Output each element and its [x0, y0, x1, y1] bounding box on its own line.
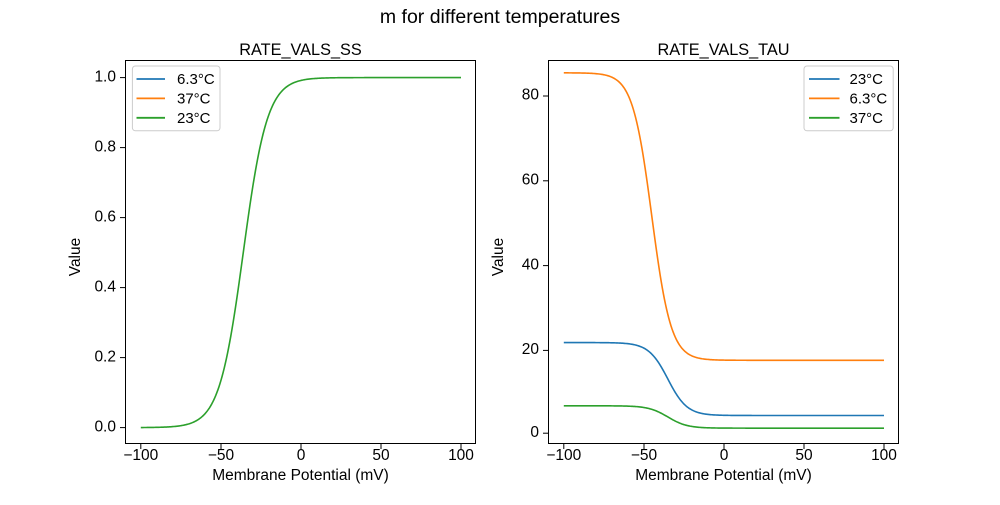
svg-text:40: 40	[522, 256, 540, 273]
svg-text:100: 100	[871, 447, 897, 464]
svg-text:m for different temperatures: m for different temperatures	[380, 6, 620, 28]
svg-text:RATE_VALS_TAU: RATE_VALS_TAU	[657, 41, 789, 59]
svg-text:6.3°C: 6.3°C	[850, 90, 888, 107]
svg-text:37°C: 37°C	[177, 90, 211, 107]
svg-text:100: 100	[448, 447, 474, 464]
svg-text:Membrane Potential (mV): Membrane Potential (mV)	[212, 467, 389, 484]
svg-text:0: 0	[720, 447, 729, 464]
svg-text:0: 0	[530, 424, 539, 441]
svg-text:23°C: 23°C	[850, 71, 884, 88]
svg-text:60: 60	[522, 172, 540, 189]
svg-text:Value: Value	[490, 238, 507, 277]
svg-text:0.4: 0.4	[94, 278, 116, 295]
svg-text:0.0: 0.0	[94, 418, 116, 435]
svg-text:6.3°C: 6.3°C	[177, 71, 215, 88]
svg-text:50: 50	[795, 447, 813, 464]
svg-text:0.8: 0.8	[94, 138, 116, 155]
svg-text:0: 0	[297, 447, 306, 464]
svg-text:23°C: 23°C	[177, 110, 211, 127]
svg-text:0.6: 0.6	[94, 208, 116, 225]
svg-text:−50: −50	[208, 447, 235, 464]
svg-text:−100: −100	[546, 447, 581, 464]
svg-text:−50: −50	[631, 447, 658, 464]
svg-text:0.2: 0.2	[94, 348, 116, 365]
svg-text:−100: −100	[123, 447, 158, 464]
svg-text:50: 50	[372, 447, 390, 464]
svg-text:20: 20	[522, 341, 540, 358]
svg-text:RATE_VALS_SS: RATE_VALS_SS	[239, 41, 362, 59]
svg-text:1.0: 1.0	[94, 68, 116, 85]
svg-text:37°C: 37°C	[850, 110, 884, 127]
svg-text:80: 80	[522, 87, 540, 104]
svg-text:Membrane Potential (mV): Membrane Potential (mV)	[635, 467, 812, 484]
svg-text:Value: Value	[67, 238, 84, 277]
